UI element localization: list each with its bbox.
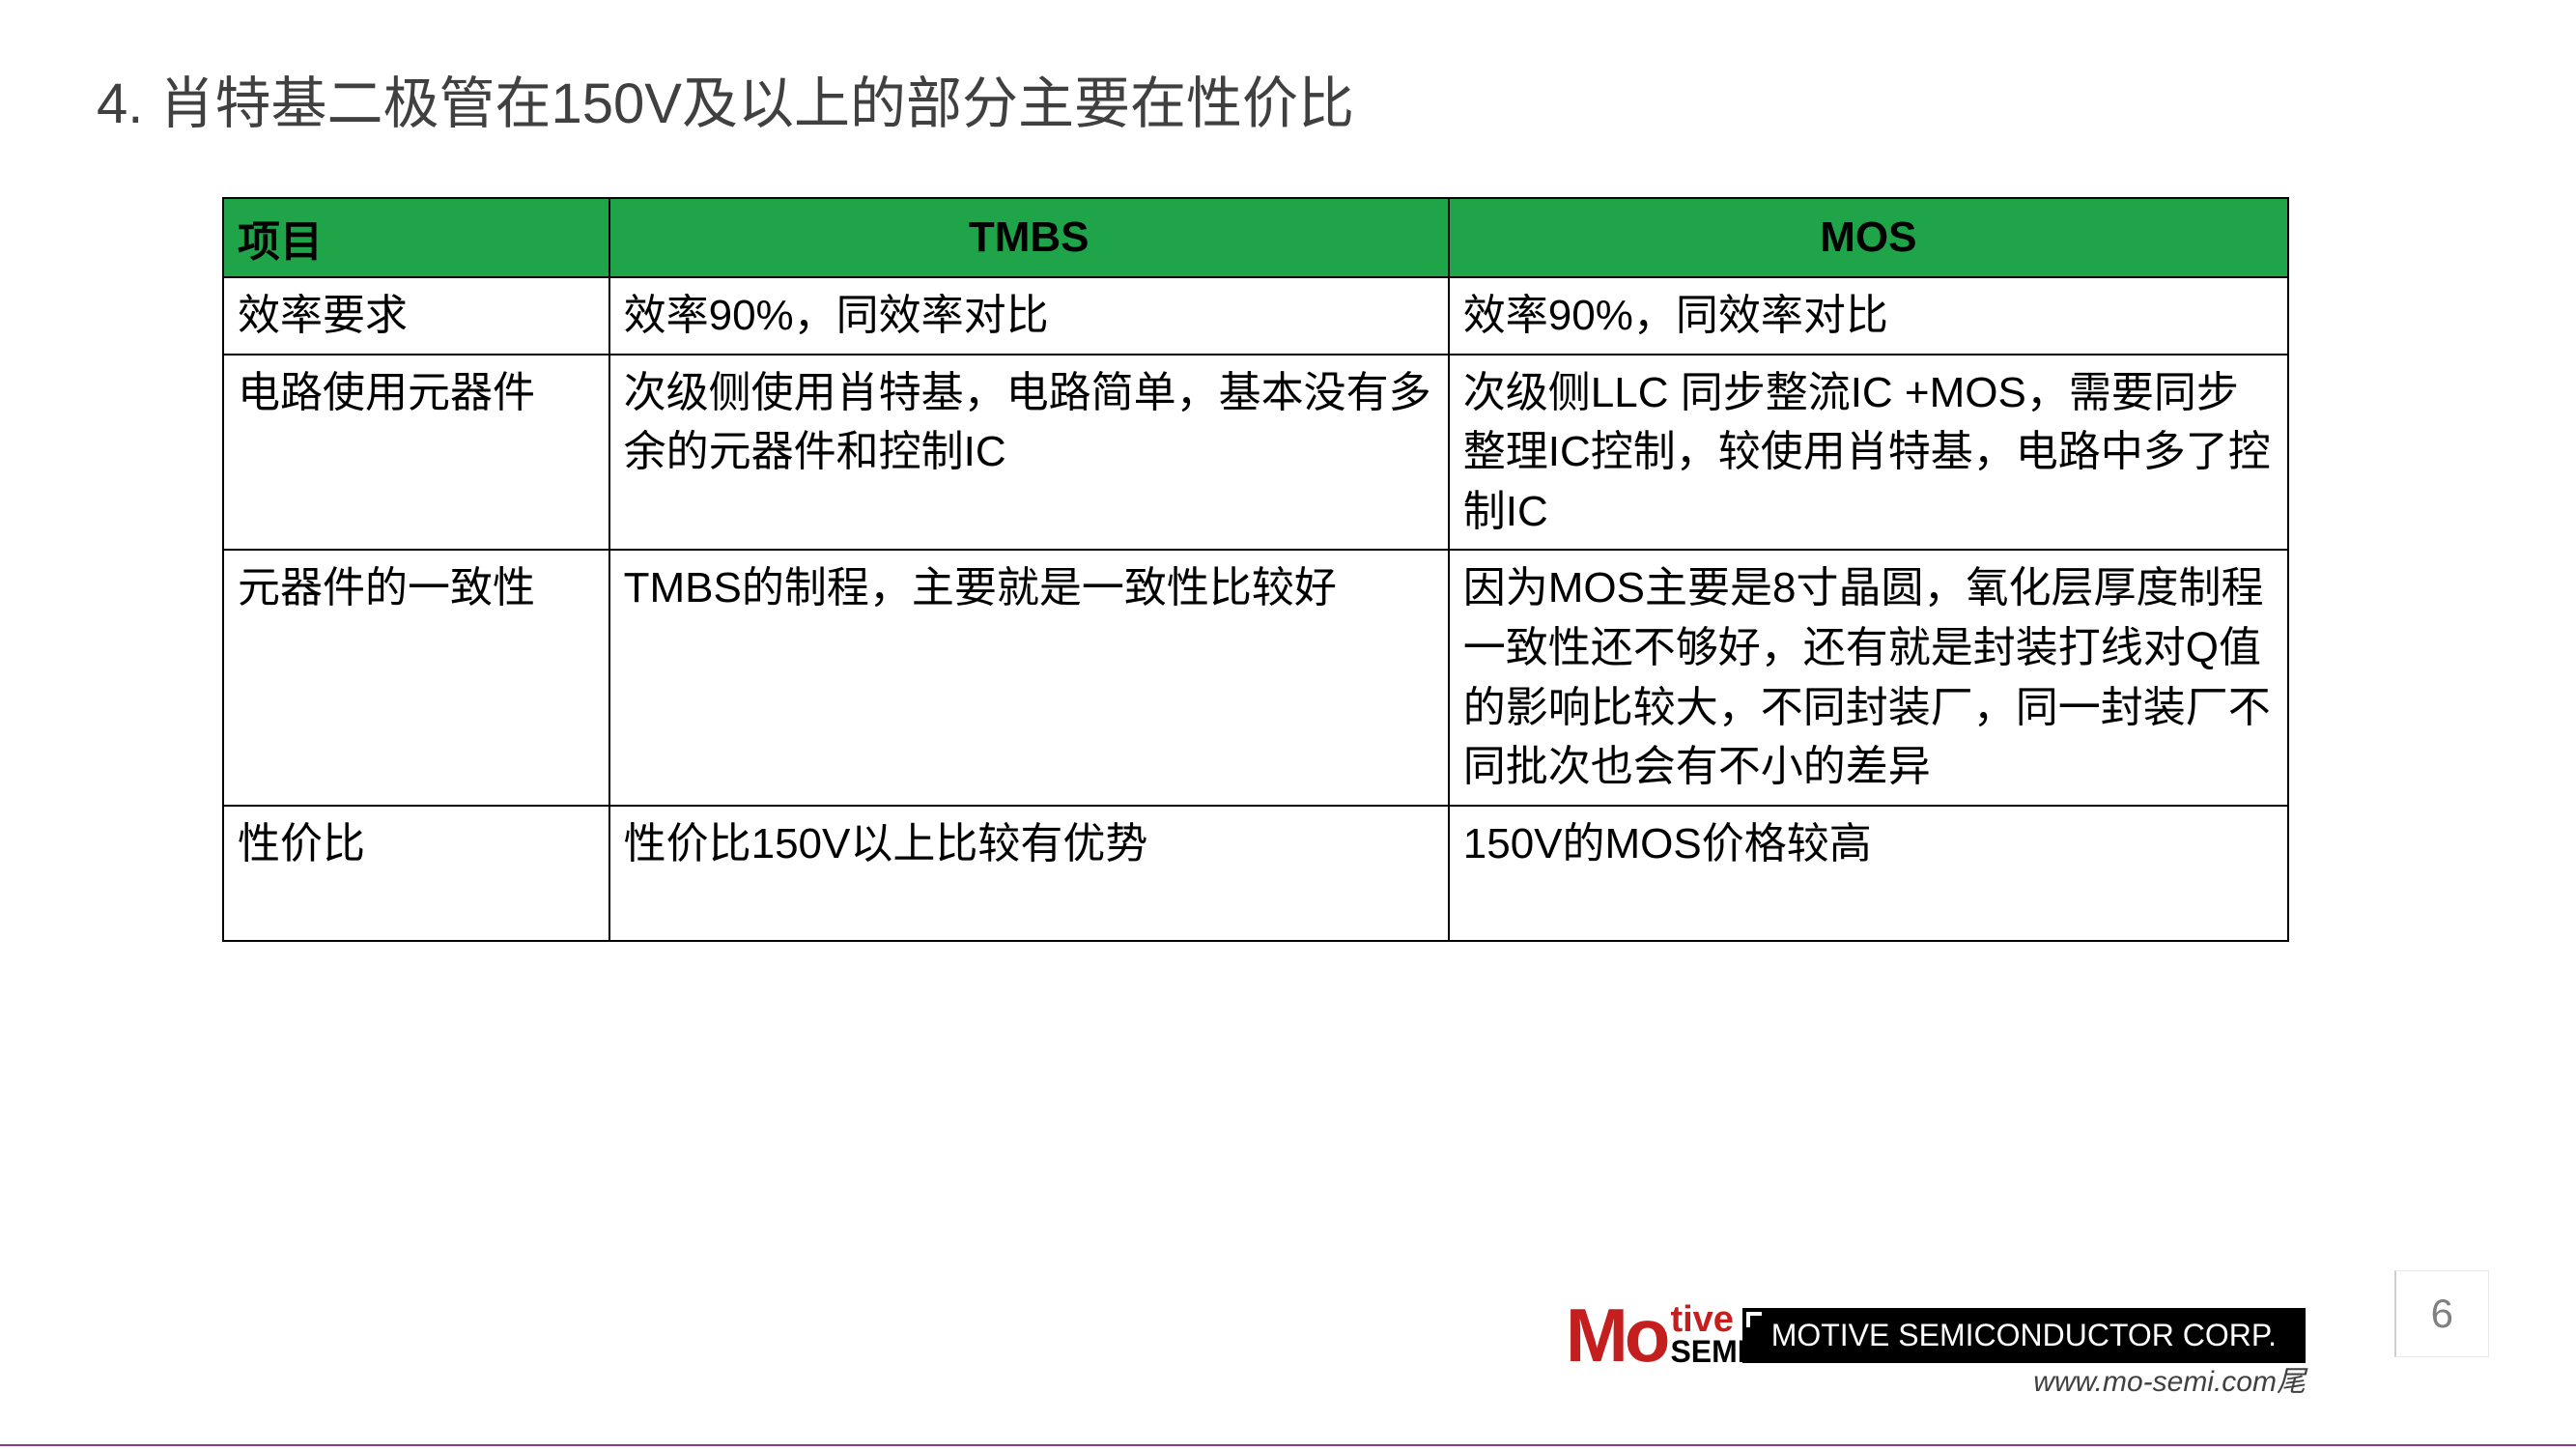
website-url: www.mo-semi.com尾	[2033, 1357, 2306, 1400]
corner-decoration	[1746, 1312, 1762, 1327]
table-body: 效率要求 效率90%，同效率对比 效率90%，同效率对比 电路使用元器件 次级侧…	[223, 277, 2288, 941]
cell-tmbs: 效率90%，同效率对比	[609, 277, 1449, 355]
cell-mos: 次级侧LLC 同步整流IC +MOS，需要同步整理IC控制，较使用肖特基，电路中…	[1449, 355, 2288, 551]
logo-mo-text: Mo	[1566, 1297, 1667, 1373]
table-row: 性价比 性价比150V以上比较有优势 150V的MOS价格较高	[223, 806, 2288, 941]
cell-tmbs: 次级侧使用肖特基，电路简单，基本没有多余的元器件和控制IC	[609, 355, 1449, 551]
table-header: 项目 TMBS MOS	[223, 198, 2288, 277]
bottom-border-line	[0, 1444, 2576, 1446]
footer: Mo tive SEMI MOTIVE SEMICONDUCTOR CORP. …	[0, 1276, 2576, 1411]
table-row: 元器件的一致性 TMBS的制程，主要就是一致性比较好 因为MOS主要是8寸晶圆，…	[223, 550, 2288, 805]
cell-tmbs: 性价比150V以上比较有优势	[609, 806, 1449, 941]
logo: Mo tive SEMI	[1566, 1297, 1746, 1373]
cell-mos: 效率90%，同效率对比	[1449, 277, 2288, 355]
table-row: 效率要求 效率90%，同效率对比 效率90%，同效率对比	[223, 277, 2288, 355]
comparison-table-container: 项目 TMBS MOS 效率要求 效率90%，同效率对比 效率90%，同效率对比…	[222, 197, 2289, 942]
logo-semi-text: SEMI	[1670, 1336, 1745, 1367]
cell-tmbs: TMBS的制程，主要就是一致性比较好	[609, 550, 1449, 805]
cell-item: 元器件的一致性	[223, 550, 609, 805]
company-name-bar: MOTIVE SEMICONDUCTOR CORP.	[1742, 1308, 2306, 1363]
slide-title: 4. 肖特基二极管在150V及以上的部分主要在性价比	[97, 58, 2479, 139]
logo-suffix: tive SEMI	[1670, 1303, 1745, 1367]
logo-tive-text: tive	[1670, 1303, 1745, 1336]
cell-item: 性价比	[223, 806, 609, 941]
cell-item: 效率要求	[223, 277, 609, 355]
cell-mos: 因为MOS主要是8寸晶圆，氧化层厚度制程一致性还不够好，还有就是封装打线对Q值的…	[1449, 550, 2288, 805]
page-number: 6	[2394, 1270, 2489, 1357]
table-row: 电路使用元器件 次级侧使用肖特基，电路简单，基本没有多余的元器件和控制IC 次级…	[223, 355, 2288, 551]
col-header-mos: MOS	[1449, 198, 2288, 277]
col-header-item: 项目	[223, 198, 609, 277]
company-name-text: MOTIVE SEMICONDUCTOR CORP.	[1771, 1318, 2277, 1352]
col-header-tmbs: TMBS	[609, 198, 1449, 277]
cell-mos: 150V的MOS价格较高	[1449, 806, 2288, 941]
slide-container: 4. 肖特基二极管在150V及以上的部分主要在性价比 项目 TMBS MOS 效…	[0, 0, 2576, 1450]
cell-item: 电路使用元器件	[223, 355, 609, 551]
comparison-table: 项目 TMBS MOS 效率要求 效率90%，同效率对比 效率90%，同效率对比…	[222, 197, 2289, 942]
table-header-row: 项目 TMBS MOS	[223, 198, 2288, 277]
